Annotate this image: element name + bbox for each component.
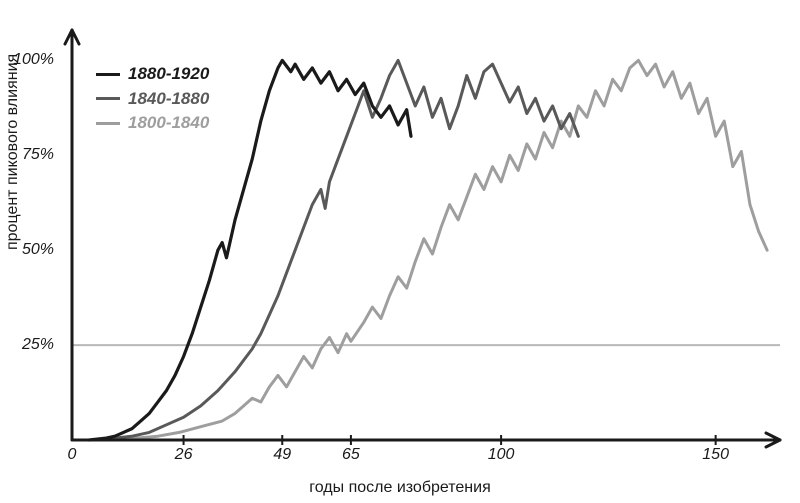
legend-item: 1800-1840 bbox=[96, 111, 209, 136]
legend-label: 1800-1840 bbox=[128, 111, 209, 136]
y-tick-label: 50% bbox=[22, 241, 54, 259]
legend-item: 1880-1920 bbox=[96, 62, 209, 87]
x-tick-label: 100 bbox=[488, 446, 515, 464]
chart-container: процент пикового влияния годы после изоб… bbox=[0, 0, 800, 503]
legend-label: 1880-1920 bbox=[128, 62, 209, 87]
legend: 1880-1920 1840-1880 1800-1840 bbox=[96, 62, 209, 136]
y-tick-label: 100% bbox=[13, 51, 54, 69]
x-tick-label: 65 bbox=[342, 446, 360, 464]
x-tick-label: 150 bbox=[702, 446, 729, 464]
x-axis-label: годы после изобретения bbox=[0, 479, 800, 497]
legend-swatch bbox=[96, 122, 120, 125]
legend-label: 1840-1880 bbox=[128, 87, 209, 112]
legend-swatch bbox=[96, 97, 120, 100]
y-tick-label: 25% bbox=[22, 336, 54, 354]
x-tick-label: 26 bbox=[175, 446, 193, 464]
x-tick-label: 0 bbox=[68, 446, 77, 464]
x-tick-label: 49 bbox=[273, 446, 291, 464]
y-tick-label: 75% bbox=[22, 146, 54, 164]
legend-swatch bbox=[96, 73, 120, 76]
y-axis-label: процент пикового влияния bbox=[4, 54, 22, 250]
legend-item: 1840-1880 bbox=[96, 87, 209, 112]
